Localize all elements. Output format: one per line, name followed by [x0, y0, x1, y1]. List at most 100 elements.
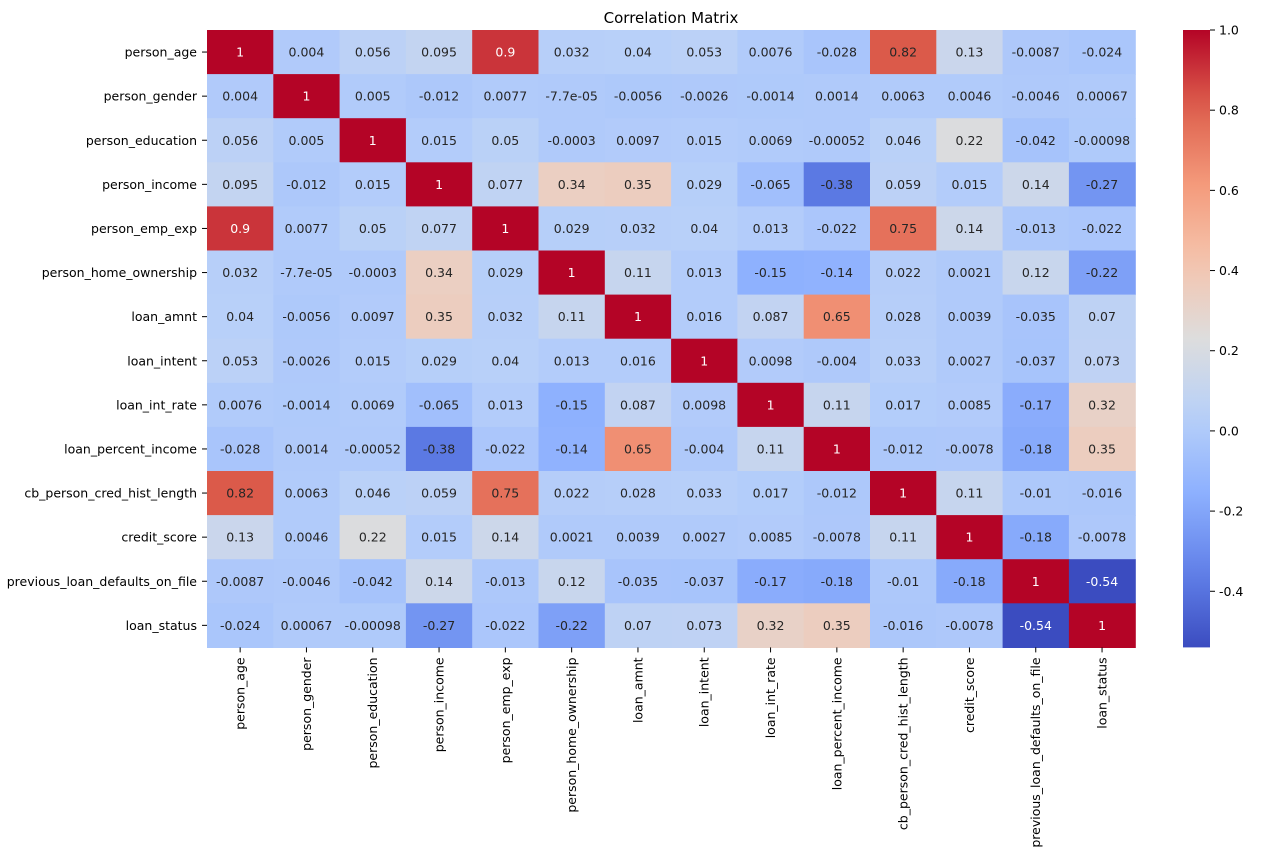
cell-annotation: 0.077	[487, 177, 523, 192]
heatmap-cell	[273, 294, 341, 340]
heatmap-cell	[1002, 471, 1070, 516]
heatmap-cell	[273, 74, 341, 119]
heatmap-cell	[207, 338, 274, 384]
cell-annotation: 1	[568, 265, 576, 280]
heatmap-cell	[936, 206, 1004, 252]
heatmap-cell	[472, 30, 540, 75]
heatmap-cell	[1068, 382, 1136, 428]
heatmap-cell	[936, 162, 1004, 207]
cell-annotation: -0.035	[1016, 309, 1056, 324]
heatmap-cell	[604, 118, 672, 163]
cell-annotation: 0.032	[620, 221, 656, 236]
cell-annotation: 0.35	[1088, 441, 1116, 456]
heatmap-cell	[870, 338, 937, 384]
cell-annotation: -0.042	[353, 574, 393, 589]
heatmap-cell	[339, 162, 407, 207]
heatmap-cell	[1068, 206, 1136, 252]
y-tick-label: person_home_ownership	[42, 265, 197, 280]
cell-annotation: 0.0046	[948, 89, 992, 104]
heatmap-cell	[604, 206, 672, 252]
heatmap-cell	[737, 294, 805, 340]
heatmap-cell	[207, 118, 274, 163]
heatmap-cell	[273, 30, 341, 75]
heatmap-cell	[870, 250, 937, 296]
heatmap-cell	[936, 603, 1004, 648]
heatmap-cell	[339, 338, 407, 384]
cell-annotation: -0.016	[1082, 486, 1122, 501]
cell-annotation: -0.54	[1086, 574, 1118, 589]
heatmap-cell	[737, 515, 805, 560]
cell-annotation: 0.017	[753, 486, 789, 501]
heatmap-cell	[870, 206, 937, 252]
heatmap-cell	[737, 603, 805, 648]
cell-annotation: -0.012	[817, 486, 857, 501]
cell-annotation: 0.82	[226, 486, 254, 501]
heatmap-cell	[936, 471, 1004, 516]
heatmap-cell	[207, 559, 274, 604]
cell-annotation: 1	[369, 133, 377, 148]
heatmap-cell	[1068, 515, 1136, 560]
cell-annotation: 0.11	[624, 265, 652, 280]
cell-annotation: -0.00052	[345, 441, 401, 456]
heatmap-cell	[538, 30, 606, 75]
cell-annotation: 1	[236, 45, 244, 60]
cell-annotation: -0.15	[555, 397, 587, 412]
cell-annotation: 0.005	[289, 133, 325, 148]
cell-annotation: 0.0097	[616, 133, 660, 148]
heatmap-cell	[737, 162, 805, 207]
heatmap-cell	[870, 426, 937, 472]
heatmap-cell	[405, 338, 473, 384]
heatmap-cell	[604, 515, 672, 560]
cell-annotation: 0.028	[620, 486, 656, 501]
heatmap-cell	[1068, 603, 1136, 648]
heatmap-cell	[273, 603, 341, 648]
cell-annotation: 0.65	[823, 309, 851, 324]
cell-annotation: 0.087	[620, 397, 656, 412]
heatmap-cell	[936, 338, 1004, 384]
cell-annotation: -0.035	[618, 574, 658, 589]
cell-annotation: -0.028	[220, 441, 260, 456]
heatmap-cell	[405, 74, 473, 119]
cell-annotation: 0.032	[487, 309, 523, 324]
heatmap-cell	[1002, 515, 1070, 560]
heatmap-cell	[671, 603, 738, 648]
heatmap-cell	[273, 162, 341, 207]
x-tick-label: loan_intent	[697, 657, 712, 727]
heatmap-cell	[1068, 162, 1136, 207]
cell-annotation: 0.0027	[948, 353, 992, 368]
cell-annotation: 0.00067	[1076, 89, 1128, 104]
heatmap-cell	[936, 515, 1004, 560]
heatmap-cell	[1068, 338, 1136, 384]
cell-annotation: 0.022	[885, 265, 921, 280]
heatmap-cell	[339, 471, 407, 516]
heatmap-cell	[339, 250, 407, 296]
heatmap-cell	[803, 118, 871, 163]
cell-annotation: 0.04	[624, 45, 652, 60]
cell-annotation: -0.22	[1086, 265, 1118, 280]
cell-annotation: 0.032	[222, 265, 258, 280]
cell-annotation: 0.013	[487, 397, 523, 412]
cell-annotation: -0.00098	[1074, 133, 1130, 148]
heatmap-cell	[472, 382, 540, 428]
heatmap-cell	[339, 382, 407, 428]
cell-annotation: 0.0027	[682, 530, 726, 545]
heatmap-cell	[273, 559, 341, 604]
heatmap-cell	[472, 603, 540, 648]
cell-annotation: -0.18	[821, 574, 853, 589]
heatmap-cell	[538, 294, 606, 340]
cell-annotation: 1	[899, 486, 907, 501]
cell-annotation: 0.14	[425, 574, 453, 589]
heatmap-cell	[339, 515, 407, 560]
heatmap-cell	[472, 294, 540, 340]
heatmap-cell	[803, 250, 871, 296]
x-tick-label: credit_score	[962, 657, 977, 733]
cell-annotation: -0.065	[750, 177, 790, 192]
heatmap-cell	[405, 559, 473, 604]
cell-annotation: 0.32	[1088, 397, 1116, 412]
cell-annotation: -0.00098	[345, 618, 401, 633]
heatmap-cell	[604, 338, 672, 384]
cell-annotation: 0.005	[355, 89, 391, 104]
cell-annotation: -0.14	[821, 265, 853, 280]
y-tick-label: loan_int_rate	[116, 397, 197, 412]
heatmap-cell	[936, 559, 1004, 604]
